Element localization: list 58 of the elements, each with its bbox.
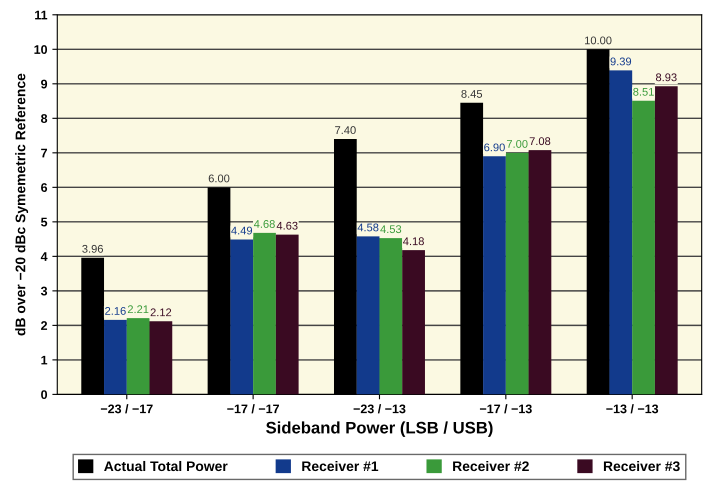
x-axis-title: Sideband Power (LSB / USB)	[266, 421, 493, 437]
y-tick-label: 9	[41, 80, 48, 88]
y-tick-label: 1	[41, 356, 48, 364]
bar	[528, 150, 552, 394]
bar	[276, 234, 299, 394]
x-tick-label: −23 / −17	[100, 404, 153, 414]
data-label: 8.51	[633, 88, 654, 96]
y-tick-label: 6	[41, 183, 48, 192]
data-label: 4.63	[276, 222, 298, 230]
data-label: 9.39	[610, 58, 632, 66]
x-tick-label: −23 / −13	[354, 404, 406, 414]
x-tick-label: −13 / −13	[606, 404, 658, 414]
bar	[356, 236, 380, 394]
legend-label: Actual Total Power	[104, 460, 228, 472]
bar	[632, 100, 655, 394]
data-label: 2.12	[150, 308, 172, 316]
bar	[150, 321, 172, 394]
y-axis-title: dB over −20 dBc Symemetric Reference	[15, 74, 28, 336]
data-label: 8.93	[656, 73, 677, 82]
y-tick-label: 4	[40, 252, 48, 261]
y-tick-label: 0	[41, 390, 48, 400]
y-tick-label: 5	[40, 218, 48, 226]
data-label: 7.00	[506, 140, 528, 148]
data-label: 10.00	[585, 36, 612, 44]
y-tick-label: 3	[40, 286, 48, 296]
y-tick-label: 11	[35, 10, 48, 20]
data-label: 4.49	[231, 226, 252, 234]
legend-label: Receiver #1	[302, 460, 378, 472]
data-label: 6.00	[208, 174, 230, 182]
bar	[126, 318, 150, 394]
data-label: 2.16	[105, 307, 126, 315]
data-label: 7.40	[335, 126, 356, 134]
legend-label: Receiver #3	[604, 460, 680, 472]
data-label: 4.18	[403, 237, 424, 246]
data-label: 6.90	[484, 143, 505, 152]
y-tick-label: 8	[41, 114, 48, 123]
bar	[104, 320, 127, 394]
y-tick-label: 7	[41, 148, 48, 158]
bar	[483, 156, 506, 394]
data-label: 4.58	[358, 224, 378, 232]
x-tick-label: −17 / −17	[227, 404, 279, 414]
bar	[654, 86, 678, 394]
bar	[253, 232, 276, 394]
data-label: 7.08	[530, 137, 550, 146]
legend-label: Receiver #2	[453, 460, 529, 472]
bar	[379, 238, 402, 394]
x-tick-label: −17 / −13	[480, 404, 532, 414]
bar	[609, 70, 632, 394]
bar	[402, 250, 425, 394]
y-tick-label: 2	[41, 321, 48, 330]
data-label: 2.21	[128, 305, 148, 314]
data-label: 3.96	[82, 244, 103, 253]
bar	[230, 239, 254, 394]
data-label: 8.45	[461, 90, 482, 98]
bar	[506, 152, 529, 394]
data-label: 4.68	[254, 220, 275, 228]
data-label: 4.53	[380, 225, 402, 234]
y-tick-label: 10	[34, 45, 48, 54]
